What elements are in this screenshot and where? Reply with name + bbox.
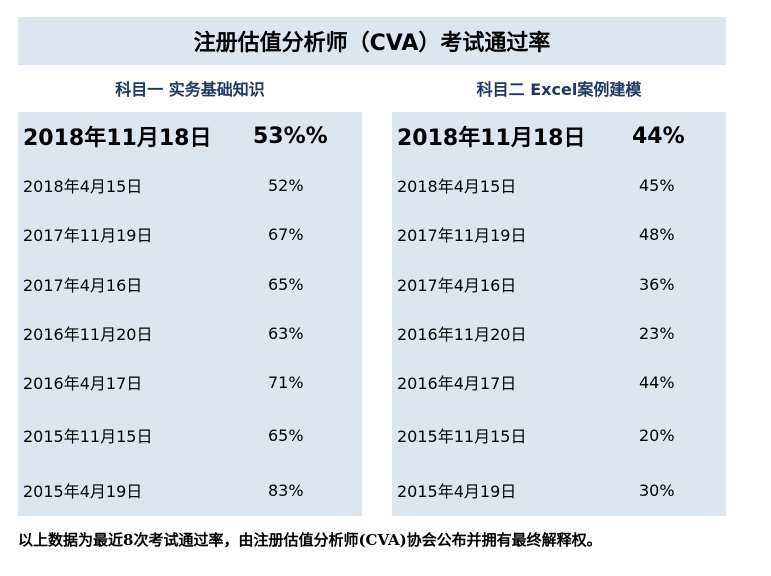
table-row: 2018年4月15日 52% [18,165,362,205]
table-row: 2016年4月17日 71% [18,362,362,402]
pass-rate: 20% [639,425,675,445]
subject-2-table: 2018年11月18日 44% 2018年4月15日 45% 2017年11月1… [392,112,726,516]
exam-date: 2015年4月19日 [397,482,517,501]
table-row: 2016年11月20日 63% [18,313,362,353]
table-row: 2016年11月20日 23% [392,313,726,353]
pass-rate: 71% [268,372,304,392]
exam-date: 2015年11月15日 [397,427,527,446]
subject-1-table: 2018年11月18日 53%% 2018年4月15日 52% 2017年11月… [18,112,362,516]
pass-rate: 65% [268,274,304,294]
pass-rate: 53%% [253,123,328,149]
pass-rate: 48% [639,224,675,244]
pass-rate: 45% [639,175,675,195]
table-row: 2018年4月15日 45% [392,165,726,205]
exam-date: 2017年11月19日 [23,226,153,245]
pass-rate: 67% [268,224,304,244]
table-row: 2015年4月19日 30% [392,470,726,510]
pass-rate: 63% [268,323,304,343]
pass-rate: 30% [639,480,675,500]
exam-date: 2018年11月18日 [23,126,212,151]
exam-date: 2015年11月15日 [23,427,153,446]
exam-date: 2018年4月15日 [397,177,517,196]
exam-date: 2018年4月15日 [23,177,143,196]
subject-1-heading: 科目一 实务基础知识 [115,80,265,99]
exam-date: 2017年4月16日 [23,276,143,295]
exam-date: 2016年11月20日 [397,325,527,344]
pass-rate: 44% [632,123,685,149]
table-row: 2016年4月17日 44% [392,362,726,402]
exam-date: 2016年4月17日 [23,374,143,393]
table-row: 2017年11月19日 48% [392,214,726,254]
page-title: 注册估值分析师（CVA）考试通过率 [18,17,726,65]
exam-date: 2016年4月17日 [397,374,517,393]
table-row: 2015年4月19日 83% [18,470,362,510]
pass-rate: 65% [268,425,304,445]
table-row: 2017年4月16日 65% [18,264,362,304]
table-row: 2017年11月19日 67% [18,214,362,254]
table-row: 2015年11月15日 65% [18,415,362,455]
exam-date: 2018年11月18日 [397,126,586,151]
footnote: 以上数据为最近8次考试通过率，由注册估值分析师(CVA)协会公布并拥有最终解释权… [18,530,602,549]
table-row: 2017年4月16日 36% [392,264,726,304]
table-row: 2018年11月18日 44% [392,116,726,156]
exam-date: 2015年4月19日 [23,482,143,501]
table-row: 2015年11月15日 20% [392,415,726,455]
subject-2-heading: 科目二 Excel案例建模 [476,80,642,99]
exam-date: 2017年4月16日 [397,276,517,295]
exam-date: 2016年11月20日 [23,325,153,344]
pass-rate: 23% [639,323,675,343]
pass-rate: 44% [639,372,675,392]
exam-date: 2017年11月19日 [397,226,527,245]
pass-rate: 52% [268,175,304,195]
pass-rate: 83% [268,480,304,500]
pass-rate: 36% [639,274,675,294]
table-row: 2018年11月18日 53%% [18,116,362,156]
